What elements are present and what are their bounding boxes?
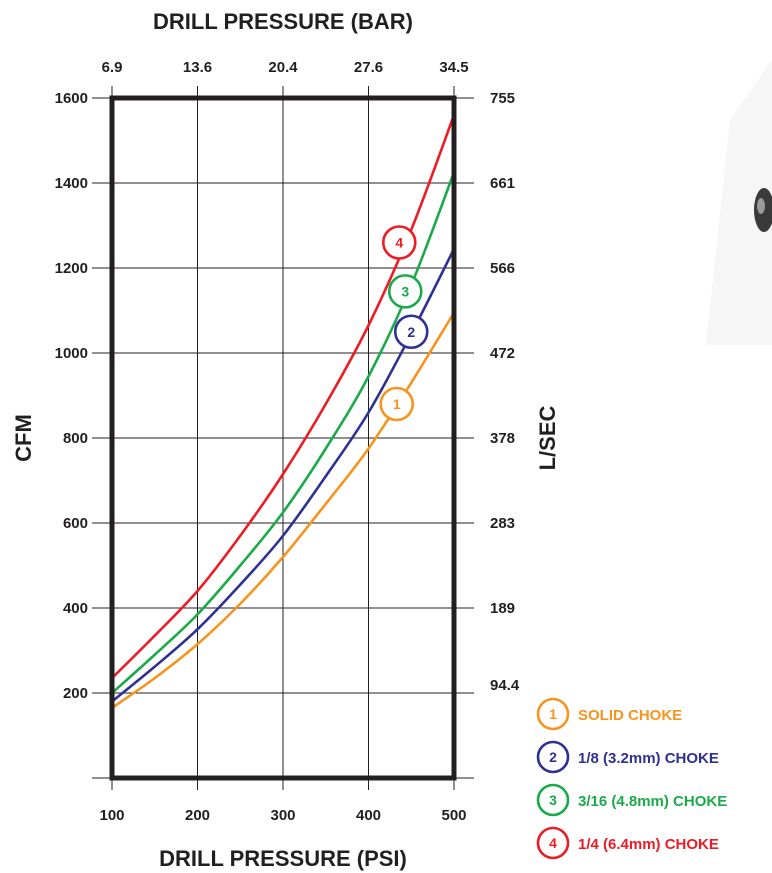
right-axis-title: L/SEC <box>535 406 560 471</box>
y2-tick-label: 566 <box>490 260 515 277</box>
legend-marker-label-3: 3 <box>549 792 557 808</box>
x-tick-label: 100 <box>99 807 124 824</box>
legend-marker-circle-4 <box>536 826 570 860</box>
y-tick-label: 400 <box>63 600 88 617</box>
legend-entry-2: 1/8 (3.2mm) CHOKE <box>578 750 719 767</box>
legend: 1 SOLID CHOKE 2 1/8 (3.2mm) CHOKE 3 3/16 (4.8… <box>536 697 727 860</box>
tick-labels: 100 200 300 400 500 6.9 13.6 20.4 27.6 34.5 200 94.… <box>55 59 520 824</box>
curve-marker-label-3: 3 <box>401 283 409 299</box>
y-tick-label: 600 <box>63 515 88 532</box>
legend-entry-4: 1/4 (6.4mm) CHOKE <box>578 836 719 853</box>
y2-tick-label: 661 <box>490 175 515 192</box>
curve-marker-circle-3 <box>387 274 423 309</box>
y2-tick-label: 378 <box>490 430 515 447</box>
curve-markers: 1 2 3 4 <box>379 225 429 422</box>
x2-tick-label: 27.6 <box>354 59 383 76</box>
y-tick-label: 1400 <box>55 175 88 192</box>
curve-marker-circle-1 <box>379 386 415 422</box>
y-tick-label: 1200 <box>55 260 88 277</box>
x-tick-label: 400 <box>356 807 381 824</box>
x2-tick-label: 6.9 <box>102 59 123 76</box>
y-tick-label: 200 <box>63 685 88 702</box>
y-tick-label: 1000 <box>55 345 88 362</box>
plot-frame <box>109 95 457 781</box>
x-tick-label: 200 <box>185 807 210 824</box>
y2-tick-label: 189 <box>490 600 515 617</box>
y2-tick-label: 283 <box>490 515 515 532</box>
x2-tick-label: 20.4 <box>268 59 298 76</box>
y2-tick-label: 472 <box>490 345 515 362</box>
curve-marker-label-1: 1 <box>393 396 401 412</box>
legend-marker-label-1: 1 <box>549 706 557 722</box>
legend-marker-label-2: 2 <box>549 749 557 765</box>
y2-tick-label: 94.4 <box>490 677 520 694</box>
product-photo-fragment <box>706 60 772 345</box>
x2-tick-label: 34.5 <box>439 59 468 76</box>
curve-marker-label-2: 2 <box>407 324 415 340</box>
bottom-axis-title: DRILL PRESSURE (PSI) <box>159 846 407 871</box>
grid <box>92 86 474 790</box>
x-tick-label: 300 <box>270 807 295 824</box>
legend-marker-circle-3 <box>536 783 570 817</box>
curve-marker-circle-4 <box>381 225 417 260</box>
curve-marker-circle-2 <box>393 314 429 350</box>
y-tick-label: 1600 <box>55 90 88 107</box>
x-tick-label: 500 <box>441 807 466 824</box>
y2-tick-label: 755 <box>490 90 515 107</box>
left-axis-title: CFM <box>11 414 36 462</box>
legend-entry-3: 3/16 (4.8mm) CHOKE <box>578 793 727 810</box>
plot-border <box>109 95 457 781</box>
legend-marker-label-4: 4 <box>549 835 557 851</box>
y-tick-label: 800 <box>63 430 88 447</box>
legend-marker-circle-2 <box>536 740 570 774</box>
legend-entry-1: SOLID CHOKE <box>578 707 682 724</box>
x2-tick-label: 13.6 <box>183 59 212 76</box>
legend-marker-circle-1 <box>536 697 570 731</box>
curve-marker-label-4: 4 <box>395 235 403 251</box>
top-axis-title: DRILL PRESSURE (BAR) <box>153 9 413 34</box>
